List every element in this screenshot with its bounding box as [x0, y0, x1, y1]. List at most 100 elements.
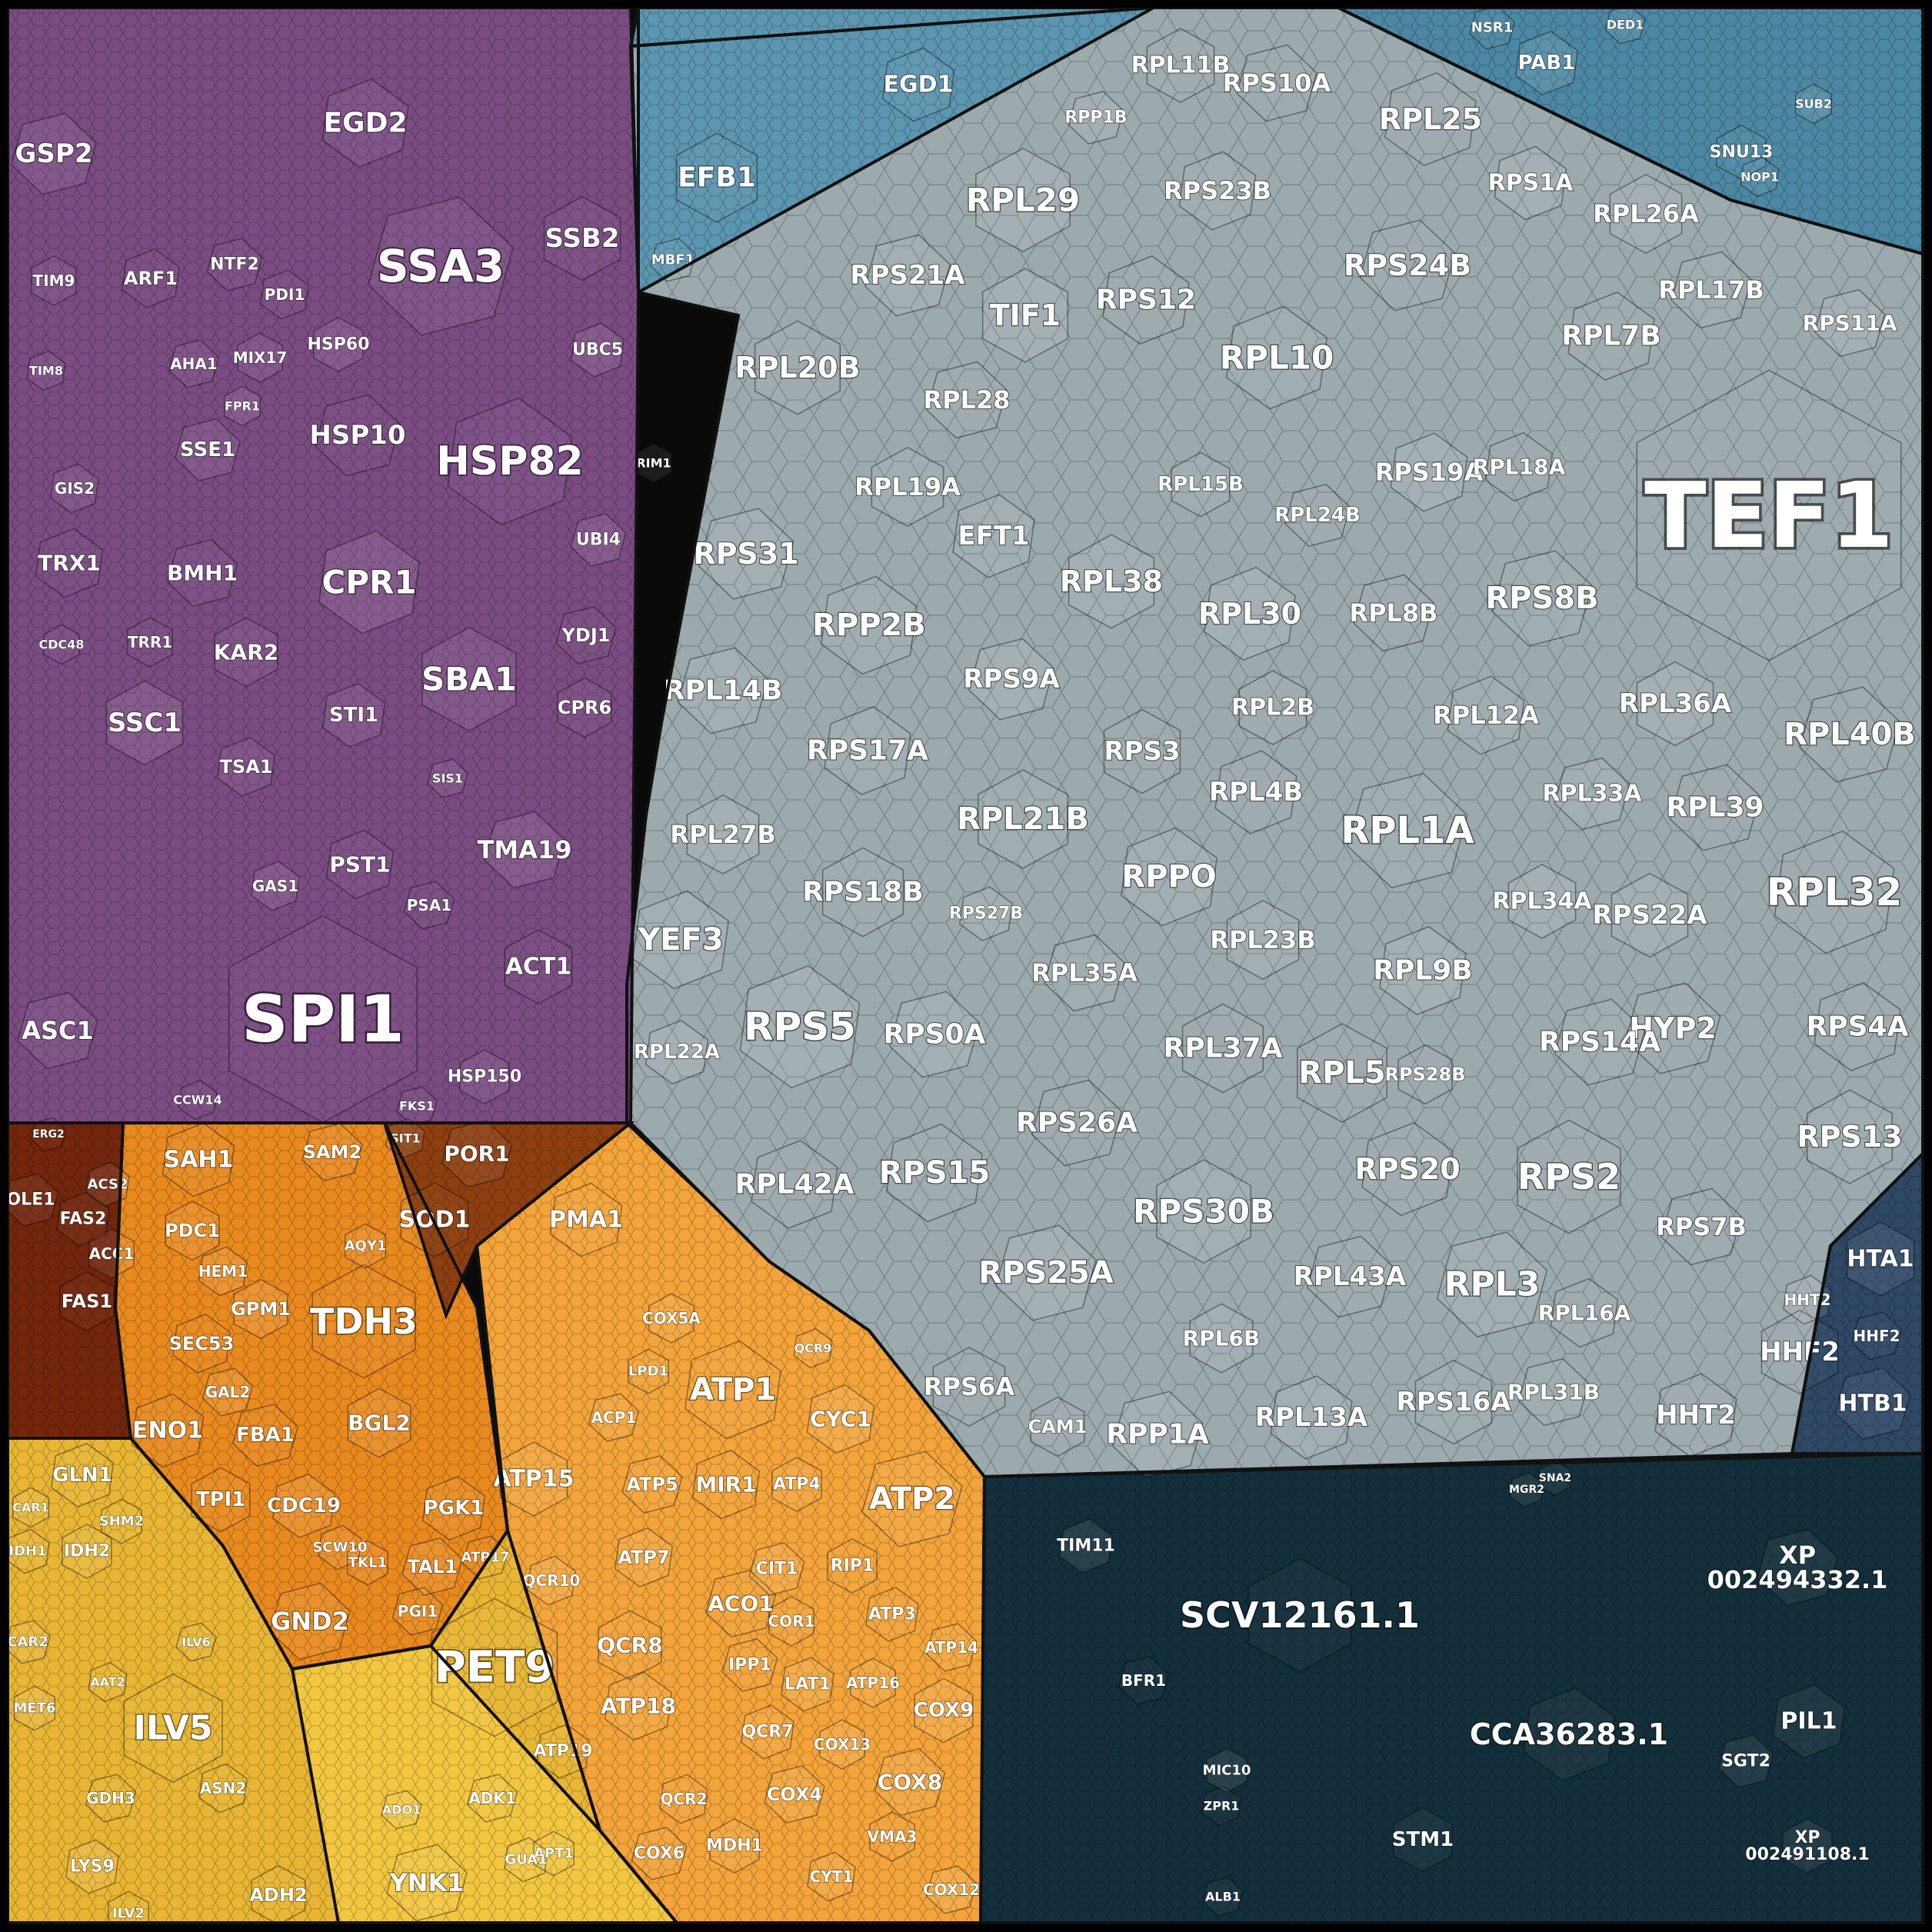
cell-mitochondria-31 [659, 1774, 708, 1824]
cell-label-ribosome-3: RPS30B [1133, 1193, 1274, 1231]
cell-label-amino-acid-0: ILV5 [133, 1709, 212, 1748]
cell-label-mitochondria-8: COX8 [878, 1770, 942, 1795]
cell-chaperones-27 [31, 255, 77, 306]
cell-ribosome-19 [1204, 566, 1296, 661]
cell-ribosome-10 [1384, 72, 1477, 167]
cell-glycolysis-18 [165, 1200, 220, 1261]
cell-glycolysis-4 [271, 1473, 336, 1539]
cell-label-mitochondria-18: ATP16 [846, 1674, 900, 1692]
cell-uncharacterized-11 [1202, 1877, 1244, 1917]
cell-label-chaperones-2: SSA3 [377, 240, 505, 292]
cell-ribosome-56 [926, 361, 1008, 439]
cell-label-ribosome-32: RPS14A [1539, 1027, 1661, 1058]
cell-chaperones-31 [260, 269, 309, 320]
cell-label-mitochondria-12: ATP4 [773, 1475, 821, 1494]
cell-label-mitochondria-19: LAT1 [784, 1675, 831, 1694]
cell-glycolysis-3 [347, 1387, 411, 1458]
cell-uncharacterized-8 [1717, 1734, 1774, 1788]
cell-label-glycolysis-11: PGI1 [398, 1602, 438, 1621]
cell-chaperones-2 [368, 196, 514, 336]
cell-ribosome-20 [1031, 1079, 1123, 1167]
region-texture-chromatin [1792, 1154, 1923, 1454]
cell-ribosome-29 [888, 991, 981, 1078]
cell-plasma-membrane-1 [549, 1182, 623, 1257]
cell-label-mitochondria-26: COX6 [634, 1844, 685, 1864]
cell-label-uncharacterized-1: CCA36283.1 [1470, 1717, 1668, 1751]
cell-uncharacterized-10 [1201, 1785, 1241, 1827]
cell-lipid-metabolism-3 [88, 1228, 135, 1279]
cell-glycolysis-12 [347, 1540, 388, 1586]
cell-mitochondria-26 [631, 1827, 688, 1880]
cell-label-translation-factors-5: NSR1 [1471, 20, 1513, 36]
cell-ribosome-15 [1297, 1023, 1387, 1123]
cell-label-chaperones-8: GSP2 [15, 138, 93, 169]
cell-glycolysis-0 [311, 1264, 416, 1379]
cell-label-ribosome-10: RPL25 [1379, 102, 1482, 136]
cell-lipid-metabolism-1 [56, 1191, 110, 1247]
cell-label-ribosome-19: RPL30 [1198, 597, 1301, 631]
cell-glycolysis-14 [202, 1367, 254, 1417]
region-texture-chaperones [8, 8, 638, 1123]
cell-label-chaperones-38: SIS1 [432, 771, 463, 786]
cell-amino-acid-10 [198, 1763, 248, 1814]
cell-chaperones-21 [557, 677, 612, 738]
cell-amino-acid-1 [50, 1442, 115, 1508]
cell-label-chaperones-9: SSC1 [108, 708, 182, 738]
cell-label-chaperones-12: KAR2 [214, 640, 278, 665]
cell-amino-acid-11 [466, 1774, 518, 1823]
cell-translation-factors-6 [1716, 124, 1767, 181]
cell-label-mitochondria-22: QCR7 [741, 1723, 793, 1742]
cell-label-glycolysis-9: GPM1 [231, 1298, 291, 1320]
cell-mitochondria-7 [604, 1671, 673, 1741]
cell-ribosome-13 [1121, 827, 1217, 927]
cell-label-translation-factors-2: MBF1 [651, 252, 695, 268]
cell-ribosome-73 [959, 886, 1013, 941]
cell-ribosome-52 [1178, 151, 1257, 231]
cell-mitochondria-27 [709, 1817, 760, 1874]
cell-label-mitochondria-35: ATP17 [461, 1550, 509, 1566]
cell-label-ribosome-59: RPS9A [963, 664, 1060, 695]
cell-label-ribosome-30: RPL37A [1163, 1033, 1282, 1064]
cell-label-amino-acid-1: GLN1 [52, 1464, 112, 1487]
cell-label-ribosome-38: RPL14B [664, 675, 783, 707]
cell-label-ribosome-45: RPS6A [924, 1372, 1014, 1401]
cell-label-ribosome-54: TIF1 [990, 298, 1061, 332]
cell-glycolysis-10 [172, 1314, 232, 1374]
cell-label-ribosome-17: RPS8B [1485, 581, 1598, 616]
cell-amino-acid-14 [381, 1790, 422, 1830]
cell-label-amino-acid-5: GDH3 [86, 1789, 135, 1807]
cell-label-ribosome-28: YEF3 [637, 922, 723, 958]
cell-label-chaperones-41: FKS1 [399, 1099, 435, 1114]
cell-label-translation-factors-1: EGD1 [884, 72, 954, 98]
cell-label-amino-acid-18: CAR1 [12, 1501, 49, 1515]
cell-ribosome-47 [1671, 251, 1752, 329]
cell-label-mitochondria-33: COX5A [642, 1309, 701, 1327]
cell-label-chaperones-29: UBI4 [576, 531, 621, 550]
cell-label-translation-factors-8: DED1 [1607, 18, 1644, 32]
cell-translation-factors-5 [1468, 5, 1516, 50]
cell-label-ribosome-6: RPS2 [1517, 1156, 1621, 1198]
cell-chaperones-6 [543, 195, 621, 281]
cell-chaperones-29 [570, 513, 627, 567]
cell-label-ribosome-81: CAM1 [1028, 1416, 1088, 1437]
cell-translation-factors-2 [649, 238, 697, 282]
cell-label-glycolysis-6: TPI1 [196, 1488, 246, 1511]
cell-chromatin-5 [1850, 1311, 1903, 1361]
cell-label-ribosome-63: RPL23B [1210, 925, 1315, 954]
cell-ribosome-69 [1507, 864, 1577, 939]
cell-uncharacterized-6 [1393, 1807, 1453, 1873]
cell-label-chaperones-31: PDI1 [265, 285, 305, 304]
cell-label-ribosome-14: RPS25A [978, 1255, 1114, 1291]
cell-ribosome-23 [698, 508, 794, 600]
cell-ribosome-5 [1799, 686, 1900, 783]
cell-uncharacterized-1 [1523, 1687, 1615, 1782]
cell-ribosome-71 [1284, 483, 1351, 548]
cell-label-ribosome-35: RPL39 [1666, 792, 1764, 824]
cell-chromatin-0 [1760, 1309, 1839, 1395]
region-texture-lipid-metabolism [8, 1123, 131, 1438]
cell-ribosome-36 [821, 847, 904, 938]
cell-chaperones-14 [484, 811, 565, 889]
cell-uncharacterized-4 [1059, 1518, 1113, 1574]
cell-ribosome-6 [1517, 1119, 1621, 1234]
cell-mitochondria-11 [621, 1455, 683, 1514]
